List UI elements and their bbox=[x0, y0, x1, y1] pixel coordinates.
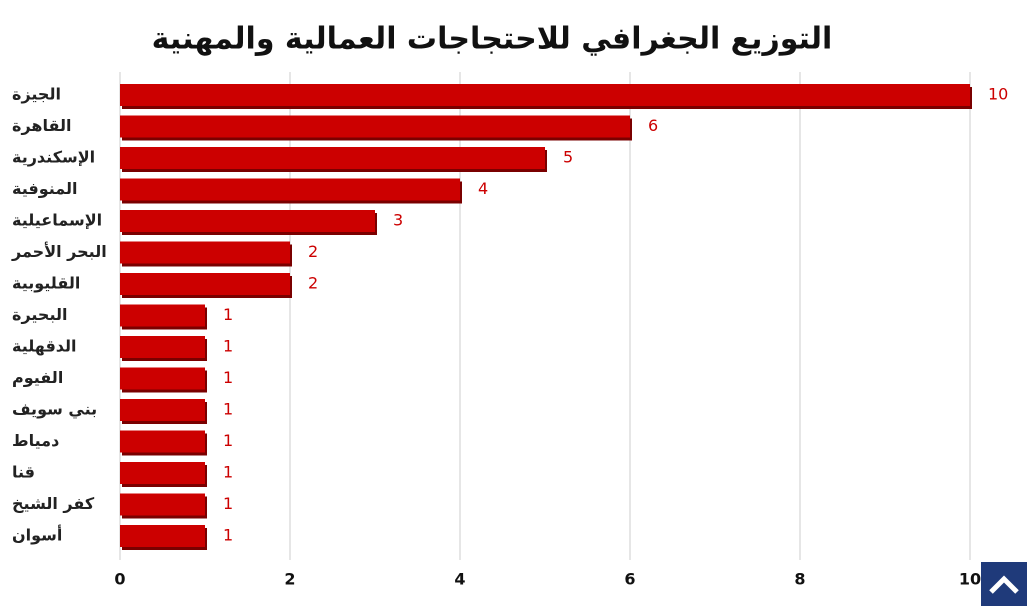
x-tick-label: 6 bbox=[624, 570, 635, 589]
y-tick-label: القاهرة bbox=[12, 116, 72, 135]
bar bbox=[120, 84, 970, 106]
value-label: 10 bbox=[988, 85, 1008, 104]
bar bbox=[120, 430, 205, 453]
y-tick-label: القليوبية bbox=[12, 274, 80, 293]
bar bbox=[120, 304, 205, 327]
bar bbox=[120, 525, 205, 547]
bar bbox=[120, 115, 630, 138]
value-label: 2 bbox=[308, 274, 318, 293]
value-label: 1 bbox=[223, 368, 233, 387]
bar bbox=[120, 493, 205, 516]
value-label: 1 bbox=[223, 494, 233, 513]
y-tick-label: الإسكندرية bbox=[12, 148, 95, 167]
y-tick-label: دمياط bbox=[12, 431, 59, 450]
x-tick-label: 2 bbox=[284, 570, 295, 589]
x-tick-label: 8 bbox=[794, 570, 805, 589]
x-tick-label: 4 bbox=[454, 570, 465, 589]
bar bbox=[120, 241, 290, 264]
bar bbox=[120, 462, 205, 484]
value-label: 1 bbox=[223, 337, 233, 356]
bar bbox=[120, 336, 205, 358]
bar bbox=[120, 178, 460, 201]
bar bbox=[120, 273, 290, 295]
y-tick-label: كفر الشيخ bbox=[12, 494, 95, 513]
x-tick-label: 10 bbox=[959, 570, 981, 589]
value-label: 1 bbox=[223, 526, 233, 545]
y-tick-label: الجيزة bbox=[12, 85, 61, 104]
bar bbox=[120, 367, 205, 390]
y-tick-label: الإسماعيلية bbox=[12, 211, 102, 230]
scroll-top-button[interactable] bbox=[981, 562, 1027, 606]
scroll-top-icon[interactable] bbox=[989, 575, 1019, 594]
y-tick-label: المنوفية bbox=[12, 179, 78, 198]
y-tick-label: البحر الأحمر bbox=[11, 242, 107, 261]
value-label: 5 bbox=[563, 148, 573, 167]
y-tick-label: قنا bbox=[12, 463, 35, 482]
bar bbox=[120, 147, 545, 169]
value-label: 1 bbox=[223, 400, 233, 419]
value-label: 1 bbox=[223, 431, 233, 450]
x-tick-label: 0 bbox=[114, 570, 125, 589]
bar bbox=[120, 210, 375, 232]
value-label: 3 bbox=[393, 211, 403, 230]
scroll-top-bg[interactable] bbox=[981, 562, 1027, 606]
value-label: 1 bbox=[223, 463, 233, 482]
value-label: 6 bbox=[648, 116, 658, 135]
y-tick-label: أسوان bbox=[12, 525, 62, 545]
value-label: 1 bbox=[223, 305, 233, 324]
value-label: 2 bbox=[308, 242, 318, 261]
value-label: 4 bbox=[478, 179, 488, 198]
bar bbox=[120, 399, 205, 421]
chart-title: التوزيع الجغرافي للاحتجاجات العمالية وال… bbox=[152, 22, 833, 57]
y-tick-label: الفيوم bbox=[12, 368, 63, 387]
y-tick-label: البحيرة bbox=[12, 305, 67, 324]
y-tick-label: الدقهلية bbox=[12, 337, 77, 356]
y-tick-label: بني سويف bbox=[12, 400, 97, 420]
